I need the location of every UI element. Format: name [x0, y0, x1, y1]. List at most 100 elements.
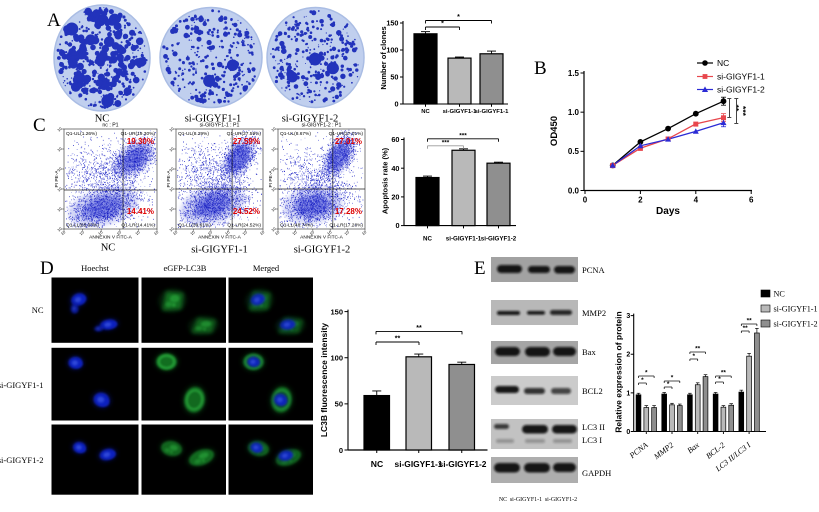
svg-text:Q1-UL(8.67%): Q1-UL(8.67%) — [280, 131, 311, 137]
svg-text:10: 10 — [326, 229, 333, 236]
svg-text:10: 10 — [153, 229, 160, 236]
svg-text:24.52%: 24.52% — [233, 207, 260, 216]
svg-text:10: 10 — [270, 186, 277, 193]
svg-text:Apoptosis rate (%): Apoptosis rate (%) — [381, 147, 390, 214]
svg-text:10: 10 — [270, 146, 277, 153]
svg-text:si-GIGYF1-1: si-GIGYF1-1 — [717, 72, 765, 82]
svg-text:D: D — [40, 258, 54, 279]
svg-text:PI PE-A: PI PE-A — [54, 170, 60, 188]
svg-text:si-GIGYF1-1: si-GIGYF1-1 — [446, 236, 482, 243]
svg-text:**: ** — [747, 318, 753, 325]
svg-text:ANNEXIN V FITC-A: ANNEXIN V FITC-A — [198, 235, 241, 241]
svg-text:50: 50 — [390, 73, 398, 82]
svg-text:Q1-LL(39.61%): Q1-LL(39.61%) — [178, 223, 211, 229]
svg-text:MMP2: MMP2 — [651, 440, 675, 461]
svg-text:**: ** — [721, 370, 727, 377]
svg-text:10: 10 — [361, 229, 368, 236]
svg-text:NC: NC — [95, 114, 110, 125]
svg-text:si-GIGYF1-2: si-GIGYF1-2 — [439, 459, 487, 469]
svg-text:PI PE-A: PI PE-A — [166, 170, 172, 188]
svg-text:10: 10 — [56, 226, 63, 233]
svg-text:**: ** — [731, 105, 741, 112]
svg-text:27.01%: 27.01% — [335, 137, 362, 146]
svg-text:si-GIGYF1-2: si-GIGYF1-2 — [545, 497, 577, 503]
svg-text:10: 10 — [78, 229, 85, 236]
svg-text:NC: NC — [32, 305, 44, 315]
svg-text:NC: NC — [717, 58, 729, 68]
svg-text:17.28%: 17.28% — [335, 207, 362, 216]
svg-text:1.0: 1.0 — [568, 108, 580, 117]
svg-text:ANNEXIN V FITC-A: ANNEXIN V FITC-A — [300, 235, 343, 241]
svg-text:1.5: 1.5 — [568, 69, 580, 78]
svg-text:10: 10 — [259, 229, 266, 236]
svg-text:10: 10 — [207, 229, 214, 236]
svg-text:10: 10 — [116, 229, 123, 236]
svg-text:B: B — [534, 58, 547, 79]
svg-text:10: 10 — [97, 229, 104, 236]
svg-text:10: 10 — [56, 126, 63, 133]
svg-text:NC: NC — [421, 109, 430, 115]
svg-text:Q1-LR(14.41%): Q1-LR(14.41%) — [121, 223, 155, 229]
svg-text:Number of clones: Number of clones — [379, 26, 388, 89]
svg-text:OD450: OD450 — [549, 116, 560, 146]
svg-text:si-GIGYF1-1: si-GIGYF1-1 — [774, 305, 818, 314]
svg-text:si-GIGYF1-2: si-GIGYF1-2 — [774, 320, 818, 329]
svg-text:10: 10 — [56, 146, 63, 153]
svg-text:Relative expression of protein: Relative expression of protein — [614, 311, 624, 432]
svg-text:ANNEXIN V FITC-A: ANNEXIN V FITC-A — [89, 235, 132, 241]
svg-text:10: 10 — [168, 226, 175, 233]
svg-text:***: *** — [738, 106, 748, 117]
svg-text:NC: NC — [499, 497, 507, 503]
svg-text:A: A — [47, 10, 61, 31]
svg-text:***: *** — [459, 132, 467, 139]
svg-text:LC3 II: LC3 II — [582, 422, 605, 432]
svg-text:10: 10 — [168, 186, 175, 193]
svg-text:si-GIGYF1-1: si-GIGYF1-1 — [443, 109, 477, 115]
svg-text:10: 10 — [56, 206, 63, 213]
svg-text:NC: NC — [371, 459, 383, 469]
svg-text:PI PE-A: PI PE-A — [268, 170, 274, 188]
svg-text:60: 60 — [391, 135, 399, 144]
svg-text:0: 0 — [626, 429, 630, 436]
svg-text:10: 10 — [168, 126, 175, 133]
svg-text:10: 10 — [134, 229, 141, 236]
svg-text:si-GIGYF1-1: si-GIGYF1-1 — [510, 497, 542, 503]
svg-text:**: ** — [395, 336, 401, 343]
svg-text:Q1-UR(19.30%): Q1-UR(19.30%) — [121, 131, 156, 137]
svg-text:10: 10 — [224, 229, 231, 236]
svg-text:10: 10 — [270, 206, 277, 213]
svg-text:NC: NC — [774, 290, 786, 299]
svg-text:*: * — [457, 14, 460, 21]
svg-text:nc : P1: nc : P1 — [102, 123, 118, 129]
svg-text:10: 10 — [270, 126, 277, 133]
svg-text:LC3 I: LC3 I — [582, 435, 602, 445]
svg-text:NC: NC — [101, 243, 116, 254]
svg-text:*: * — [693, 353, 696, 360]
svg-text:10: 10 — [168, 166, 175, 173]
svg-text:100: 100 — [330, 354, 343, 363]
svg-text:40: 40 — [391, 164, 399, 173]
svg-text:Hoechst: Hoechst — [81, 263, 109, 273]
svg-text:Bax: Bax — [582, 347, 596, 357]
svg-text:*: * — [671, 375, 674, 382]
svg-text:Q1-LR(24.52%): Q1-LR(24.52%) — [227, 223, 261, 229]
svg-text:20: 20 — [391, 193, 399, 202]
svg-text:10: 10 — [168, 146, 175, 153]
svg-text:0.5: 0.5 — [568, 147, 580, 156]
svg-text:si-GIGYF1-1: si-GIGYF1-1 — [191, 245, 248, 256]
svg-text:*: * — [441, 21, 444, 28]
svg-text:**: ** — [743, 325, 749, 332]
svg-text:10: 10 — [56, 166, 63, 173]
svg-text:2: 2 — [638, 196, 643, 205]
svg-text:100: 100 — [386, 46, 398, 55]
svg-text:si-GIGYF1-1: si-GIGYF1-1 — [475, 109, 509, 115]
svg-text:si-GIGYF1-2: si-GIGYF1-2 — [717, 85, 765, 95]
svg-text:si-GIGYF1-1: si-GIGYF1-1 — [395, 459, 443, 469]
svg-text:10: 10 — [172, 229, 179, 236]
svg-text:*: * — [718, 376, 721, 383]
svg-text:Q1-UR(27.01%): Q1-UR(27.01%) — [329, 131, 364, 137]
svg-text:10: 10 — [274, 229, 281, 236]
svg-text:10: 10 — [60, 229, 67, 236]
svg-text:LC3B fluorescence intensity: LC3B fluorescence intensity — [319, 323, 329, 438]
svg-text:10: 10 — [241, 229, 248, 236]
